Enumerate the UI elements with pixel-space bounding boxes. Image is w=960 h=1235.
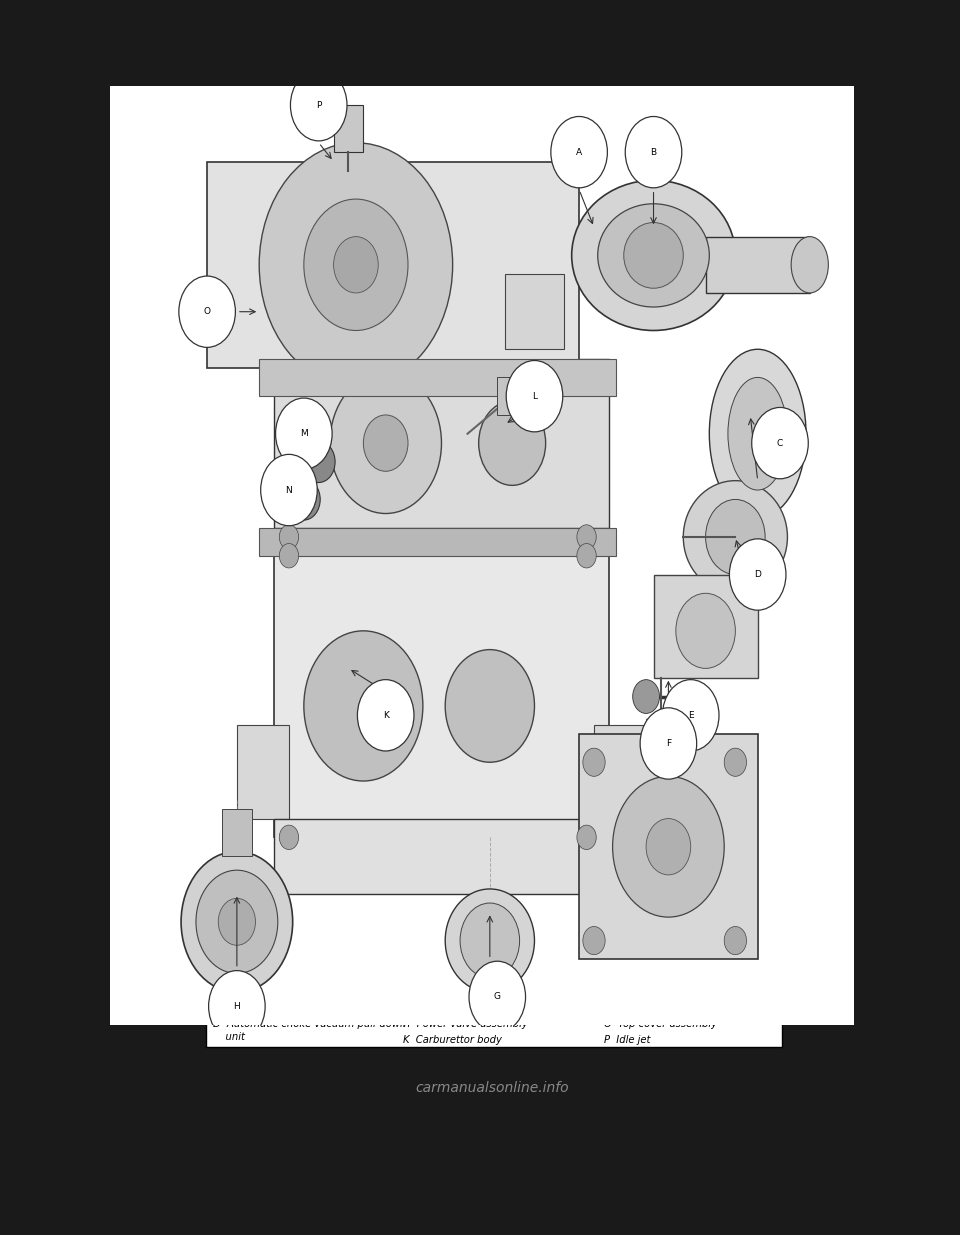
- Text: F  Idle speed screw: F Idle speed screw: [403, 987, 498, 997]
- Text: N  Secondary main jet: N Secondary main jet: [604, 1003, 714, 1013]
- Circle shape: [577, 543, 596, 568]
- Circle shape: [469, 961, 525, 1032]
- Text: B  O-ring: B O-ring: [213, 987, 257, 997]
- Circle shape: [640, 708, 697, 779]
- Circle shape: [334, 237, 378, 293]
- Circle shape: [662, 679, 719, 751]
- Circle shape: [303, 199, 408, 331]
- Text: L  Fuel inlet pipe and filter: L Fuel inlet pipe and filter: [604, 971, 734, 981]
- Text: K  Carburettor body: K Carburettor body: [403, 1035, 501, 1046]
- Circle shape: [208, 971, 265, 1042]
- Circle shape: [724, 926, 747, 955]
- Text: H: H: [233, 1002, 240, 1010]
- Text: C: C: [777, 438, 783, 447]
- Text: E: E: [688, 711, 693, 720]
- Text: O  Top cover assembly: O Top cover assembly: [604, 1019, 716, 1029]
- Circle shape: [706, 499, 765, 574]
- Bar: [275, 819, 609, 894]
- Text: P: P: [316, 101, 322, 110]
- Ellipse shape: [709, 350, 806, 519]
- Circle shape: [633, 679, 660, 714]
- Ellipse shape: [598, 204, 709, 308]
- Bar: [205, 940, 782, 1047]
- Bar: [205, 215, 782, 937]
- Circle shape: [279, 525, 299, 550]
- Circle shape: [279, 543, 299, 568]
- Bar: [654, 574, 757, 678]
- Circle shape: [276, 398, 332, 469]
- Ellipse shape: [728, 378, 787, 490]
- Text: G  Accelerator pump diaphragm: G Accelerator pump diaphragm: [403, 1003, 564, 1013]
- Circle shape: [506, 361, 563, 432]
- Text: B: B: [651, 148, 657, 157]
- Text: A: A: [576, 148, 582, 157]
- Circle shape: [357, 679, 414, 751]
- Circle shape: [303, 631, 422, 781]
- Bar: [579, 734, 757, 960]
- Circle shape: [218, 898, 255, 945]
- Text: D: D: [755, 571, 761, 579]
- Text: 13.4e Exploded view of Pierburg 2V carburettor: 13.4e Exploded view of Pierburg 2V carbu…: [314, 945, 673, 957]
- Circle shape: [625, 116, 682, 188]
- Bar: [497, 378, 549, 415]
- Circle shape: [730, 538, 786, 610]
- Circle shape: [583, 748, 605, 777]
- Ellipse shape: [684, 480, 787, 593]
- Circle shape: [646, 819, 691, 874]
- Ellipse shape: [181, 851, 293, 992]
- Bar: [505, 274, 564, 350]
- Circle shape: [583, 926, 605, 955]
- Circle shape: [196, 871, 277, 973]
- Text: A  Automatic choke bi-metal housing: A Automatic choke bi-metal housing: [213, 971, 397, 981]
- Bar: [275, 358, 609, 527]
- Text: P  Idle jet: P Idle jet: [604, 1035, 650, 1046]
- Bar: [237, 725, 289, 819]
- Text: K: K: [383, 711, 389, 720]
- Circle shape: [279, 825, 299, 850]
- Ellipse shape: [791, 237, 828, 293]
- Circle shape: [364, 415, 408, 472]
- Circle shape: [577, 525, 596, 550]
- Bar: [207, 162, 579, 368]
- Circle shape: [676, 593, 735, 668]
- Bar: [205, 940, 782, 961]
- Bar: [259, 358, 616, 396]
- Text: M: M: [300, 430, 308, 438]
- Bar: [706, 237, 810, 293]
- Circle shape: [261, 454, 317, 526]
- Circle shape: [302, 441, 335, 483]
- Text: C  Automatic choke coolant housing: C Automatic choke coolant housing: [213, 1003, 394, 1013]
- Circle shape: [460, 903, 519, 978]
- Bar: [259, 527, 616, 556]
- Circle shape: [330, 373, 442, 514]
- Text: G: G: [493, 993, 501, 1002]
- Circle shape: [479, 401, 545, 485]
- Ellipse shape: [571, 180, 735, 331]
- Circle shape: [612, 777, 724, 918]
- Text: H  Power valve assembly: H Power valve assembly: [403, 1019, 527, 1029]
- Bar: [275, 556, 609, 837]
- Circle shape: [551, 116, 608, 188]
- Text: N: N: [285, 485, 293, 494]
- Text: carmanualsonline.info: carmanualsonline.info: [415, 1081, 569, 1094]
- Bar: [222, 809, 252, 856]
- Circle shape: [287, 479, 321, 520]
- Text: E  Secondary throttle valve vacuum unit: E Secondary throttle valve vacuum unit: [403, 971, 604, 981]
- Circle shape: [445, 650, 535, 762]
- Circle shape: [259, 143, 453, 387]
- Circle shape: [179, 277, 235, 347]
- Bar: [334, 105, 363, 152]
- Text: F: F: [666, 739, 671, 748]
- Circle shape: [291, 69, 347, 141]
- Text: L: L: [532, 391, 537, 400]
- Bar: [594, 725, 646, 819]
- Text: D  Automatic choke vacuum pull-down
    unit: D Automatic choke vacuum pull-down unit: [213, 1019, 406, 1041]
- Circle shape: [577, 825, 596, 850]
- Text: O: O: [204, 308, 210, 316]
- Circle shape: [724, 748, 747, 777]
- Ellipse shape: [445, 889, 535, 992]
- Circle shape: [752, 408, 808, 479]
- Text: M  Primary main jet: M Primary main jet: [604, 987, 701, 997]
- Ellipse shape: [624, 222, 684, 288]
